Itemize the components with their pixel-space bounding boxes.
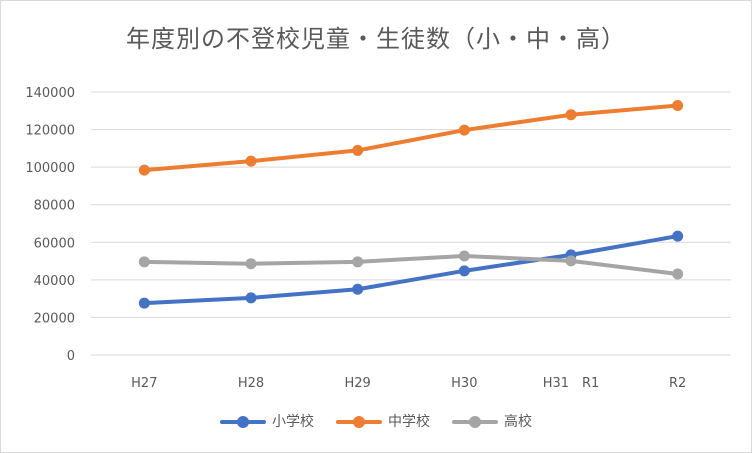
y-tick-label: 40000 xyxy=(34,274,75,289)
data-point xyxy=(352,144,364,156)
data-point xyxy=(352,283,364,295)
x-tick-label: H30 xyxy=(451,376,477,391)
legend: 小学校 中学校 高校 xyxy=(1,411,751,431)
x-tick-label: R2 xyxy=(669,376,686,391)
series-line xyxy=(142,234,680,306)
legend-item-high-school: 高校 xyxy=(452,411,532,431)
y-tick-label: 140000 xyxy=(25,86,75,101)
legend-label-high-school: 高校 xyxy=(504,414,532,430)
x-tick-label: H29 xyxy=(345,376,371,391)
series-1 xyxy=(138,100,684,176)
legend-item-elementary: 小学校 xyxy=(220,411,314,431)
series-2 xyxy=(138,250,684,280)
data-point xyxy=(245,258,257,270)
data-point xyxy=(458,124,470,136)
data-point xyxy=(138,164,150,176)
y-tick-label: 120000 xyxy=(25,124,75,139)
data-point xyxy=(565,109,577,121)
data-point xyxy=(565,255,577,267)
data-point xyxy=(672,230,684,242)
data-point xyxy=(458,250,470,262)
data-point xyxy=(138,256,150,268)
legend-marker-junior-high xyxy=(336,414,382,428)
x-tick-label: H28 xyxy=(238,376,264,391)
y-tick-label: 100000 xyxy=(25,161,75,176)
data-point xyxy=(672,268,684,280)
data-point xyxy=(352,256,364,268)
legend-label-elementary: 小学校 xyxy=(272,414,314,430)
x-tick-label: H31 R1 xyxy=(543,376,600,391)
legend-marker-high-school xyxy=(452,414,498,428)
legend-label-junior-high: 中学校 xyxy=(388,414,430,430)
series-0 xyxy=(138,230,684,309)
data-point xyxy=(672,100,684,112)
x-tick-label: H27 xyxy=(131,376,157,391)
data-point xyxy=(245,155,257,167)
data-point xyxy=(138,297,150,309)
y-tick-label: 0 xyxy=(67,349,75,364)
series-line xyxy=(142,253,680,277)
data-point xyxy=(458,265,470,277)
series-line xyxy=(142,103,680,173)
y-tick-label: 80000 xyxy=(34,199,75,214)
legend-marker-elementary xyxy=(220,414,266,428)
y-tick-label: 20000 xyxy=(34,311,75,326)
data-point xyxy=(245,292,257,304)
legend-item-junior-high: 中学校 xyxy=(336,411,430,431)
chart-title: 年度別の不登校児童・生徒数（小・中・高） xyxy=(126,25,626,53)
y-tick-label: 60000 xyxy=(34,236,75,251)
